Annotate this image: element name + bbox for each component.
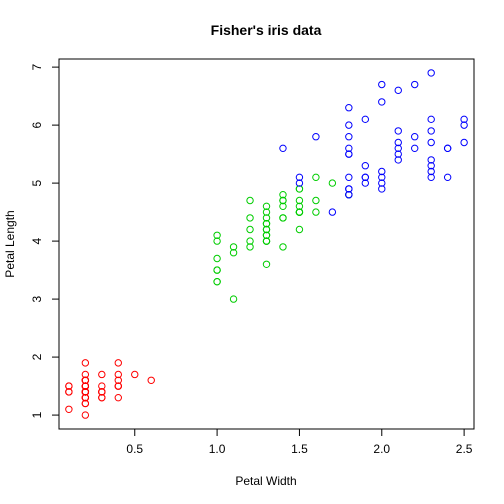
x-tick-label: 2.0 [373,442,390,456]
data-point-series-3 [412,134,418,140]
y-axis: 1 2 3 4 5 6 7 [30,63,59,418]
data-point-series-2 [247,226,253,232]
data-point-series-3 [362,116,368,122]
data-point-series-3 [379,99,385,105]
data-point-series-1 [99,371,105,377]
data-point-series-2 [247,215,253,221]
y-tick-label: 4 [30,237,44,244]
y-axis-label: Petal Length [3,210,17,277]
data-point-series-1 [115,360,121,366]
data-point-series-3 [346,174,352,180]
x-tick-label: 0.5 [126,442,143,456]
y-tick-label: 7 [30,63,44,70]
data-point-series-1 [82,360,88,366]
y-tick-label: 6 [30,121,44,128]
data-point-series-3 [428,70,434,76]
y-tick-label: 3 [30,295,44,302]
data-point-series-1 [66,406,72,412]
data-point-series-1 [132,371,138,377]
data-point-series-3 [395,87,401,93]
data-point-series-3 [461,139,467,145]
x-axis-label: Petal Width [235,474,296,488]
data-point-series-2 [329,180,335,186]
x-tick-label: 1.5 [291,442,308,456]
data-point-series-3 [395,128,401,134]
data-point-series-3 [444,174,450,180]
data-point-series-2 [313,174,319,180]
data-point-series-2 [280,244,286,250]
y-tick-label: 1 [30,411,44,418]
data-point-series-3 [329,209,335,215]
data-point-series-2 [263,261,269,267]
data-point-series-3 [428,139,434,145]
data-point-series-3 [313,134,319,140]
x-tick-label: 1.0 [209,442,226,456]
data-point-series-3 [428,128,434,134]
data-point-series-2 [313,197,319,203]
data-point-series-2 [247,197,253,203]
data-point-series-2 [230,296,236,302]
data-point-series-3 [346,122,352,128]
data-point-series-3 [379,81,385,87]
data-point-series-2 [296,226,302,232]
data-point-series-2 [214,278,220,284]
data-point-series-1 [82,412,88,418]
data-point-series-3 [362,163,368,169]
data-point-series-2 [313,209,319,215]
data-point-series-3 [346,134,352,140]
chart-title: Fisher's iris data [211,22,322,38]
data-point-series-2 [214,255,220,261]
data-point-series-2 [214,267,220,273]
data-point-series-3 [428,116,434,122]
x-axis: 0.5 1.0 1.5 2.0 2.5 [126,429,472,456]
data-point-series-3 [280,145,286,151]
x-tick-label: 2.5 [456,442,473,456]
data-point-series-2 [280,215,286,221]
data-point-series-1 [115,394,121,400]
y-tick-label: 2 [30,353,44,360]
data-point-series-3 [444,145,450,151]
data-point-series-3 [346,105,352,111]
data-point-series-3 [412,81,418,87]
data-point-series-1 [148,377,154,383]
y-tick-label: 5 [30,179,44,186]
data-point-series-3 [412,145,418,151]
data-points [66,70,468,419]
